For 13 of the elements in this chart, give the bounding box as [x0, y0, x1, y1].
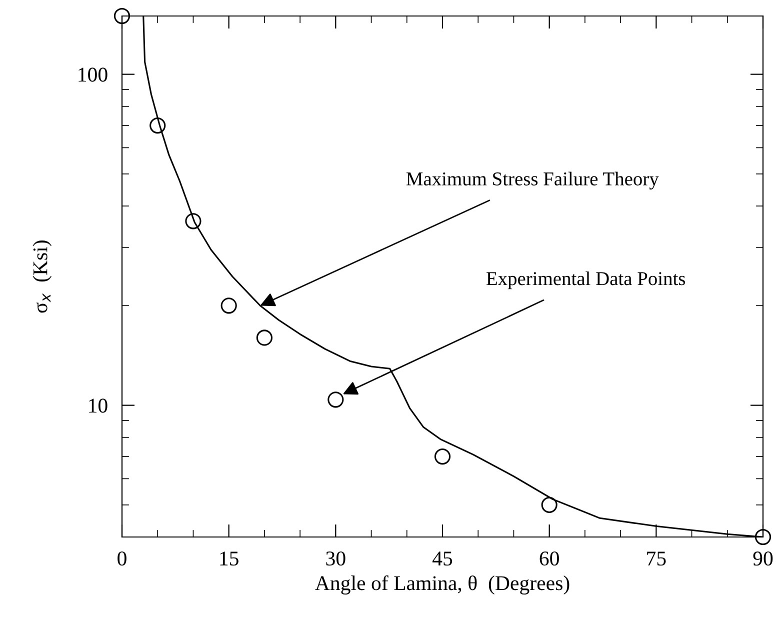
annotation: Experimental Data Points: [486, 272, 686, 290]
x-tick-label: 30: [326, 551, 346, 566]
annotation: Maximum Stress Failure Theory: [406, 172, 659, 190]
x-tick-label: 75: [647, 552, 666, 566]
x-tick-label: 15: [220, 552, 238, 566]
y-tick-label: 10: [89, 398, 108, 413]
x-tick-label: 60: [540, 551, 559, 566]
y-axis-title: σ$_{x}$ (Ksi): [32, 240, 52, 313]
x-tick-label: 45: [432, 552, 452, 566]
x-tick-label: 90: [753, 551, 773, 566]
y-tick-label: 100: [78, 68, 108, 82]
x-tick-label: 0: [118, 551, 126, 566]
x-axis-title: Angle of Lamina, θ (Degrees): [315, 575, 570, 594]
